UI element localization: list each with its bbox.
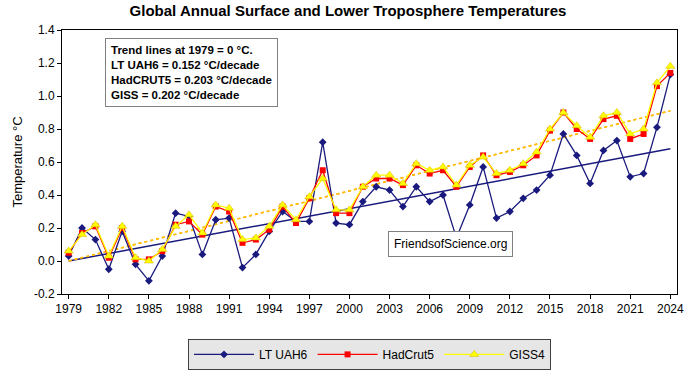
svg-text:2021: 2021 xyxy=(617,302,644,316)
svg-text:1979: 1979 xyxy=(55,302,82,316)
svg-text:2009: 2009 xyxy=(456,302,483,316)
svg-text:0.6: 0.6 xyxy=(38,155,55,169)
svg-text:1994: 1994 xyxy=(256,302,283,316)
svg-text:2006: 2006 xyxy=(416,302,443,316)
svg-text:LT UAH6: LT UAH6 xyxy=(259,348,308,362)
svg-text:GISS4: GISS4 xyxy=(509,348,545,362)
svg-text:0.2: 0.2 xyxy=(38,221,55,235)
svg-text:2012: 2012 xyxy=(497,302,524,316)
svg-text:1991: 1991 xyxy=(216,302,243,316)
svg-text:0.4: 0.4 xyxy=(38,188,55,202)
svg-text:1.0: 1.0 xyxy=(38,89,55,103)
svg-text:-0.2: -0.2 xyxy=(34,287,55,301)
svg-text:Global Annual Surface and Lowe: Global Annual Surface and Lower Troposph… xyxy=(130,2,567,19)
svg-text:2018: 2018 xyxy=(577,302,604,316)
svg-text:1997: 1997 xyxy=(296,302,323,316)
svg-text:FriendsofScience.org: FriendsofScience.org xyxy=(394,237,507,251)
svg-text:HadCrut5: HadCrut5 xyxy=(383,348,435,362)
svg-text:Temperature °C: Temperature °C xyxy=(10,116,25,207)
svg-text:2015: 2015 xyxy=(537,302,564,316)
svg-text:Trend lines at 1979 = 0 °C.LT: Trend lines at 1979 = 0 °C.LT UAH6 = 0.1… xyxy=(111,44,272,101)
svg-text:1985: 1985 xyxy=(136,302,163,316)
svg-text:2003: 2003 xyxy=(376,302,403,316)
svg-text:0.8: 0.8 xyxy=(38,122,55,136)
svg-text:1988: 1988 xyxy=(176,302,203,316)
svg-text:1.4: 1.4 xyxy=(38,23,55,37)
svg-text:2024: 2024 xyxy=(657,302,684,316)
svg-text:1982: 1982 xyxy=(95,302,122,316)
svg-text:1.2: 1.2 xyxy=(38,56,55,70)
svg-text:0.0: 0.0 xyxy=(38,254,55,268)
svg-text:2000: 2000 xyxy=(336,302,363,316)
